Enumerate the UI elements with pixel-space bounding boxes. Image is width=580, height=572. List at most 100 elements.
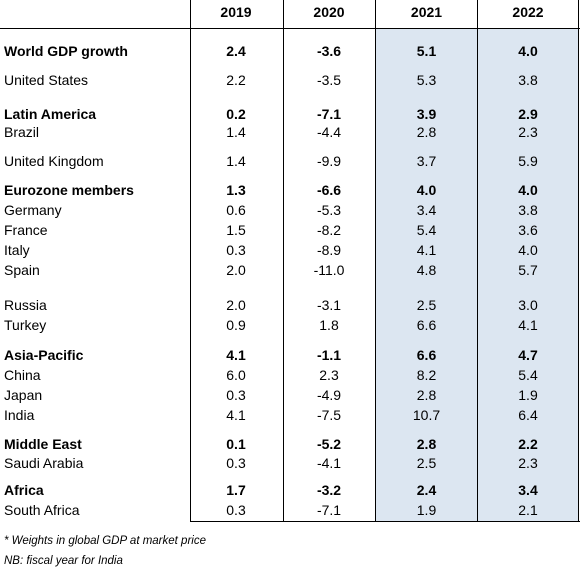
value-cell-2020: -1.1	[316, 347, 342, 363]
table-row: Middle East 0.1 -5.2 2.8 2.2	[0, 436, 580, 454]
value-cell-2022: 4.0	[518, 43, 538, 59]
value-cell-2020: 1.8	[319, 317, 339, 333]
value-cell-2019: 1.4	[226, 124, 246, 140]
value-cell-2022: 5.7	[518, 262, 538, 278]
value-cell-2021: 2.5	[416, 297, 437, 313]
value-cell-2020: -11.0	[313, 262, 345, 278]
value-cell-2019: 0.9	[226, 317, 246, 333]
value-cell-2021: 2.4	[416, 482, 437, 498]
value-cell-2020: -4.4	[316, 124, 342, 140]
value-cell-2019: 2.0	[226, 262, 246, 278]
row-label: Brazil	[4, 124, 40, 140]
column-header-2022: 2022	[512, 4, 544, 20]
value-cell-2021: 4.1	[416, 242, 437, 258]
value-cell-2021: 4.8	[416, 262, 437, 278]
value-cell-2021: 2.8	[416, 436, 437, 452]
row-label: Germany	[4, 202, 62, 218]
value-cell-2022: 4.1	[518, 317, 538, 333]
row-label: France	[4, 222, 48, 238]
value-cell-2022: 4.0	[518, 242, 538, 258]
row-label: Latin America	[4, 106, 97, 122]
value-cell-2020: -3.5	[316, 72, 342, 88]
value-cell-2020: -6.6	[316, 182, 342, 198]
value-cell-2021: 5.3	[416, 72, 437, 88]
value-cell-2022: 4.7	[518, 347, 538, 363]
table-row: United States 2.2 -3.5 5.3 3.8	[0, 72, 580, 90]
row-label: Asia-Pacific	[4, 347, 84, 363]
table-row: World GDP growth 2.4 -3.6 5.1 4.0	[0, 43, 580, 61]
value-cell-2019: 2.0	[226, 297, 246, 313]
table-row: France 1.5 -8.2 5.4 3.6	[0, 222, 580, 240]
value-cell-2019: 1.3	[226, 182, 246, 198]
value-cell-2022: 5.9	[518, 153, 538, 169]
row-label: India	[4, 407, 35, 423]
value-cell-2022: 2.1	[518, 502, 538, 518]
row-label: Africa	[4, 482, 44, 498]
value-cell-2021: 2.8	[416, 387, 437, 403]
value-cell-2022: 2.3	[518, 124, 538, 140]
value-cell-2020: -9.9	[316, 153, 342, 169]
column-divider	[578, 0, 579, 522]
forecast-shading	[375, 29, 578, 521]
footnote-weights: * Weights in global GDP at market price	[4, 535, 206, 547]
value-cell-2021: 3.7	[416, 153, 437, 169]
table-row: Turkey 0.9 1.8 6.6 4.1	[0, 317, 580, 335]
row-label: Russia	[4, 297, 47, 313]
table-row: India 4.1 -7.5 10.7 6.4	[0, 407, 580, 425]
row-label: United States	[4, 72, 89, 88]
value-cell-2021: 5.4	[416, 222, 437, 238]
value-cell-2019: 1.4	[226, 153, 246, 169]
table-row: Germany 0.6 -5.3 3.4 3.8	[0, 202, 580, 220]
value-cell-2021: 8.2	[416, 367, 437, 383]
row-label: World GDP growth	[4, 43, 128, 59]
value-cell-2021: 6.6	[416, 317, 437, 333]
value-cell-2019: 0.3	[226, 242, 246, 258]
table-row: Italy 0.3 -8.9 4.1 4.0	[0, 242, 580, 260]
value-cell-2020: -5.3	[316, 202, 342, 218]
value-cell-2021: 3.9	[416, 106, 437, 122]
value-cell-2022: 3.6	[518, 222, 538, 238]
value-cell-2021: 1.9	[416, 502, 437, 518]
value-cell-2022: 2.9	[518, 106, 538, 122]
value-cell-2022: 1.9	[518, 387, 538, 403]
value-cell-2020: -8.9	[316, 242, 342, 258]
row-label: Eurozone members	[4, 182, 134, 198]
value-cell-2020: -8.2	[316, 222, 342, 238]
column-divider	[190, 0, 191, 522]
row-label: Italy	[4, 242, 30, 258]
value-cell-2022: 5.4	[518, 367, 538, 383]
row-label: Middle East	[4, 436, 82, 452]
value-cell-2019: 2.4	[226, 43, 246, 59]
value-cell-2019: 0.3	[226, 502, 246, 518]
table-row: South Africa 0.3 -7.1 1.9 2.1	[0, 502, 580, 520]
table-row: Japan 0.3 -4.9 2.8 1.9	[0, 387, 580, 405]
value-cell-2020: -7.5	[316, 407, 342, 423]
table-row: Brazil 1.4 -4.4 2.8 2.3	[0, 124, 580, 142]
table-row: Spain 2.0 -11.0 4.8 5.7	[0, 262, 580, 280]
table-bottom-border	[190, 521, 580, 522]
value-cell-2022: 3.8	[518, 202, 538, 218]
row-label: United Kingdom	[4, 153, 104, 169]
value-cell-2020: -4.9	[316, 387, 342, 403]
value-cell-2021: 5.1	[416, 43, 437, 59]
value-cell-2020: -3.6	[316, 43, 342, 59]
value-cell-2021: 10.7	[412, 407, 441, 423]
column-header-2020: 2020	[313, 4, 345, 20]
value-cell-2020: -7.1	[316, 106, 342, 122]
value-cell-2019: 0.3	[226, 455, 246, 471]
value-cell-2019: 4.1	[226, 407, 246, 423]
value-cell-2022: 2.2	[518, 436, 538, 452]
value-cell-2019: 2.2	[226, 72, 246, 88]
column-header-2019: 2019	[220, 4, 252, 20]
column-header-2021: 2021	[410, 4, 443, 20]
value-cell-2019: 0.3	[226, 387, 246, 403]
column-divider	[375, 0, 376, 522]
value-cell-2019: 0.6	[226, 202, 246, 218]
value-cell-2019: 6.0	[226, 367, 246, 383]
value-cell-2019: 1.5	[226, 222, 246, 238]
value-cell-2021: 3.4	[416, 202, 437, 218]
value-cell-2021: 2.8	[416, 124, 437, 140]
row-label: Saudi Arabia	[4, 455, 84, 471]
value-cell-2019: 0.1	[226, 436, 246, 452]
table-row: Latin America 0.2 -7.1 3.9 2.9	[0, 106, 580, 124]
